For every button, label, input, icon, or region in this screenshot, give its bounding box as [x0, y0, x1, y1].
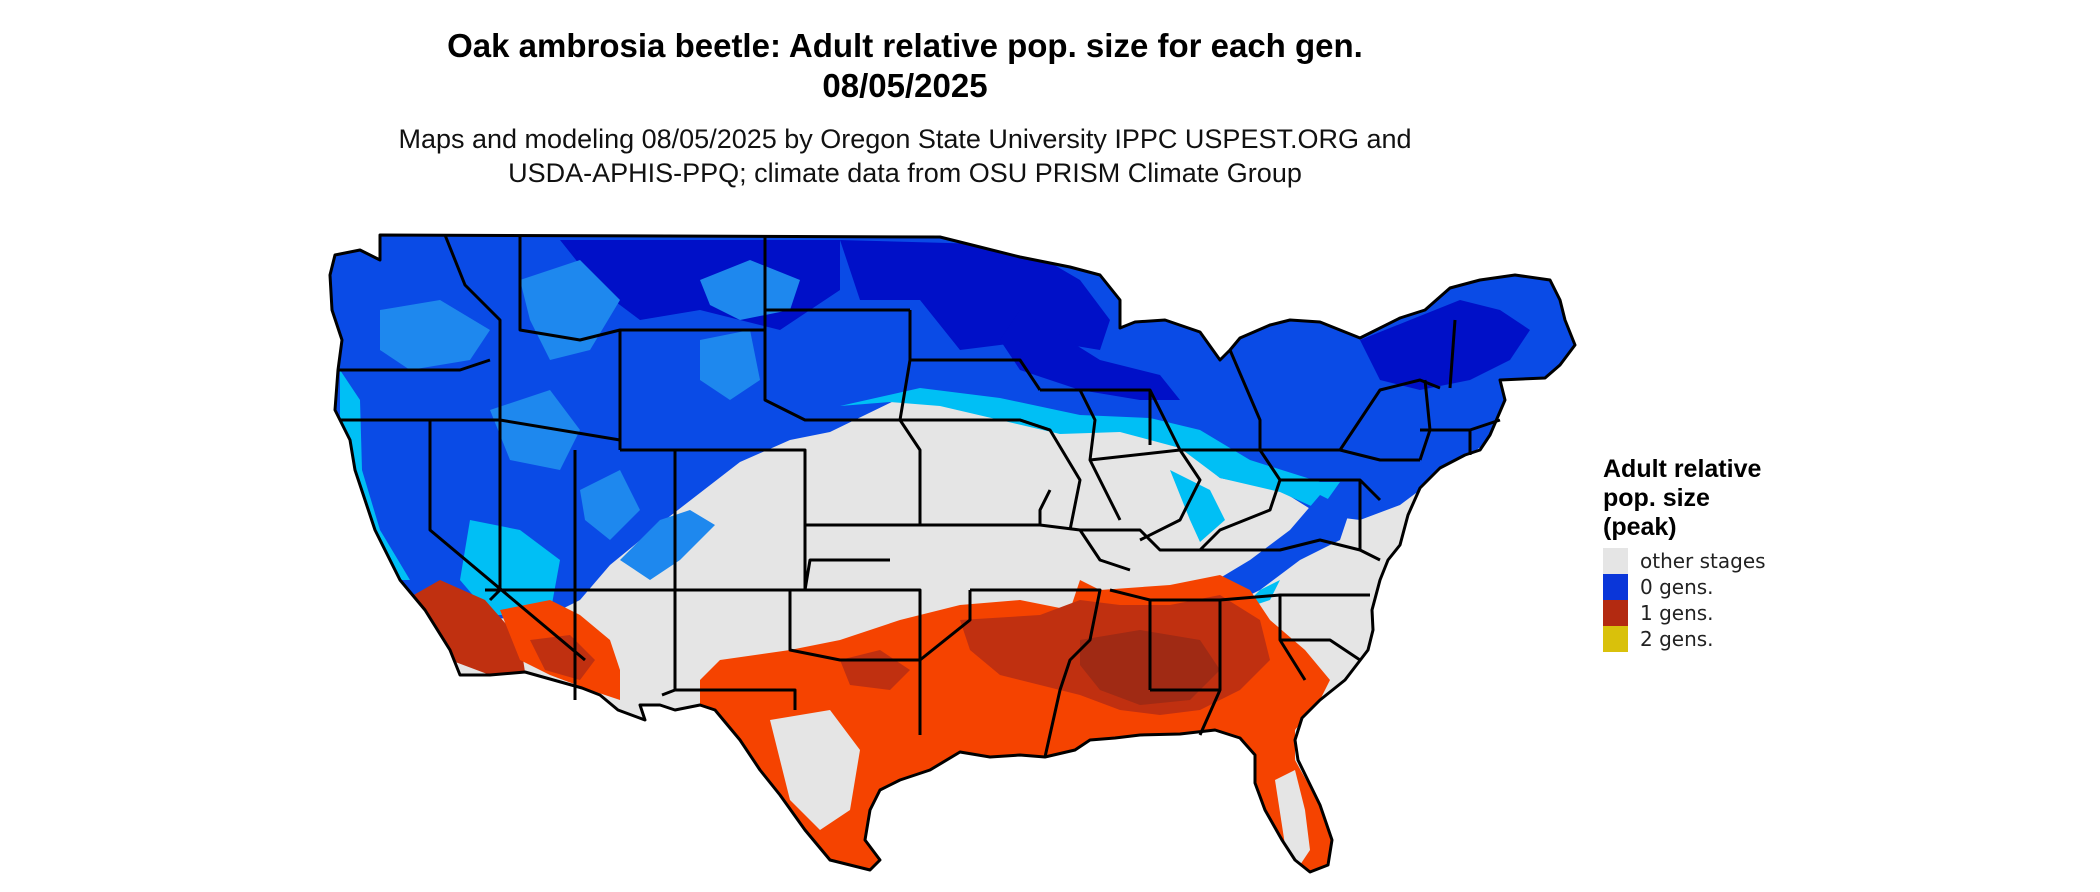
legend-label-1-gens: 1 gens.: [1640, 601, 1714, 625]
legend-swatch-other-stages: [1603, 548, 1628, 574]
legend-swatch-1-gens: [1603, 600, 1628, 626]
map-legend: Adult relative pop. size (peak) other st…: [1603, 455, 1803, 652]
map-credit-line1: Maps and modeling 08/05/2025 by Oregon S…: [398, 124, 1412, 154]
map-title: Oak ambrosia beetle: Adult relative pop.…: [447, 27, 1363, 64]
legend-label-2-gens: 2 gens.: [1640, 627, 1714, 651]
legend-item-other-stages: other stages: [1603, 548, 1803, 574]
legend-title-line3: (peak): [1603, 513, 1677, 541]
legend-label-0-gens: 0 gens.: [1640, 575, 1714, 599]
legend-swatch-0-gens: [1603, 574, 1628, 600]
legend-title-line2: pop. size: [1603, 484, 1710, 512]
legend-item-1-gens: 1 gens.: [1603, 600, 1803, 626]
us-map: [328, 233, 1577, 874]
legend-title: Adult relative pop. size (peak): [1603, 455, 1803, 542]
legend-swatch-2-gens: [1603, 626, 1628, 652]
legend-item-2-gens: 2 gens.: [1603, 626, 1803, 652]
map-date: 08/05/2025: [822, 67, 988, 104]
legend-title-line1: Adult relative: [1603, 455, 1762, 483]
map-credit-line2: USDA-APHIS-PPQ; climate data from OSU PR…: [508, 158, 1302, 188]
legend-item-0-gens: 0 gens.: [1603, 574, 1803, 600]
legend-label-other-stages: other stages: [1640, 549, 1766, 573]
legend-items: other stages 0 gens. 1 gens. 2 gens.: [1603, 548, 1803, 652]
